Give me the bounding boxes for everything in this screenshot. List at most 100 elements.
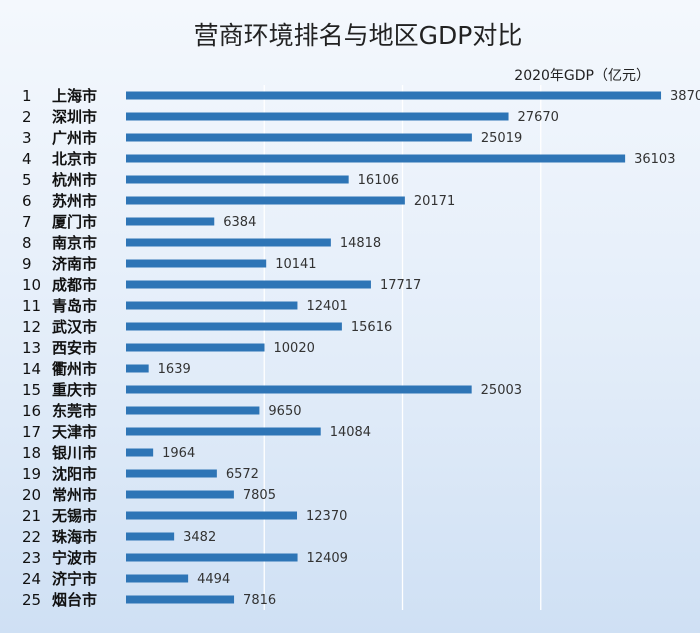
- category-label: 上海市: [52, 87, 97, 105]
- bar-row: 18 银川市 1964: [22, 444, 195, 462]
- bar-row: 10 成都市 17717: [22, 276, 421, 294]
- bar-row: 5 杭州市 16106: [22, 171, 399, 189]
- bars: 1 上海市 38701 2 深圳市 27670 3 广州市 25019 4 北京市 36103 5 杭州市…: [22, 87, 700, 609]
- data-label: 25019: [481, 131, 522, 146]
- data-label: 10141: [275, 257, 316, 272]
- category-label: 银川市: [52, 444, 97, 462]
- bar-row: 9 济南市 10141: [22, 255, 317, 273]
- bar: [126, 469, 217, 478]
- category-label: 东莞市: [52, 402, 97, 420]
- bar: [126, 280, 371, 289]
- category-label: 广州市: [52, 129, 97, 147]
- bar: [126, 133, 472, 142]
- rank-label: 10: [22, 276, 41, 294]
- category-label: 常州市: [52, 486, 97, 504]
- bar-row: 16 东莞市 9650: [22, 402, 302, 420]
- category-label: 深圳市: [52, 108, 97, 126]
- bar-row: 19 沈阳市 6572: [22, 465, 259, 483]
- category-label: 衢州市: [52, 360, 97, 378]
- data-label: 12409: [307, 551, 348, 566]
- data-label: 4494: [197, 572, 230, 587]
- bar-row: 17 天津市 14084: [22, 423, 371, 441]
- category-label: 北京市: [52, 150, 97, 168]
- bar: [126, 343, 265, 352]
- category-label: 厦门市: [52, 213, 97, 231]
- bar-row: 15 重庆市 25003: [22, 381, 522, 399]
- data-label: 17717: [380, 278, 421, 293]
- data-label: 9650: [268, 404, 301, 419]
- bar: [126, 112, 509, 121]
- bar: [126, 154, 626, 163]
- bar-row: 21 无锡市 12370: [22, 507, 347, 525]
- rank-label: 1: [22, 87, 32, 105]
- data-label: 6384: [223, 215, 256, 230]
- data-label: 10020: [274, 341, 315, 356]
- category-label: 济南市: [52, 255, 97, 273]
- bar: [126, 448, 154, 457]
- bar: [126, 406, 260, 415]
- category-label: 无锡市: [51, 507, 97, 525]
- bar-row: 20 常州市 7805: [22, 486, 276, 504]
- category-label: 宁波市: [52, 549, 97, 567]
- bar: [126, 259, 267, 268]
- bar-row: 24 济宁市 4494: [22, 570, 230, 588]
- category-label: 天津市: [52, 423, 97, 441]
- rank-label: 21: [22, 507, 41, 525]
- bar: [126, 217, 215, 226]
- bar-row: 3 广州市 25019: [22, 129, 522, 147]
- bar: [126, 301, 298, 310]
- data-label: 15616: [351, 320, 392, 335]
- bar: [126, 175, 349, 184]
- bar-row: 11 青岛市 12401: [22, 297, 348, 315]
- rank-label: 15: [22, 381, 41, 399]
- rank-label: 19: [22, 465, 41, 483]
- category-label: 济宁市: [52, 570, 97, 588]
- category-label: 珠海市: [52, 528, 97, 546]
- bar: [126, 532, 175, 541]
- rank-label: 7: [22, 213, 32, 231]
- bar-row: 6 苏州市 20171: [22, 192, 455, 210]
- category-label: 西安市: [52, 339, 97, 357]
- data-label: 25003: [481, 383, 522, 398]
- rank-label: 5: [22, 171, 32, 189]
- category-label: 杭州市: [52, 171, 97, 189]
- data-label: 20171: [414, 194, 455, 209]
- bar-row: 13 西安市 10020: [22, 339, 315, 357]
- rank-label: 8: [22, 234, 32, 252]
- rank-label: 9: [22, 255, 32, 273]
- bar-row: 8 南京市 14818: [22, 234, 381, 252]
- unit-label: 2020年GDP（亿元）: [514, 68, 650, 84]
- data-label: 1964: [162, 446, 195, 461]
- data-label: 27670: [518, 110, 559, 125]
- bar-row: 23 宁波市 12409: [22, 549, 348, 567]
- data-label: 16106: [358, 173, 399, 188]
- rank-label: 17: [22, 423, 41, 441]
- data-label: 12401: [306, 299, 347, 314]
- bar: [126, 385, 472, 394]
- data-label: 36103: [634, 152, 675, 167]
- rank-label: 12: [22, 318, 41, 336]
- bar: [126, 574, 189, 583]
- rank-label: 18: [22, 444, 41, 462]
- rank-label: 11: [22, 297, 41, 315]
- bar-row: 2 深圳市 27670: [22, 108, 559, 126]
- bar: [126, 490, 234, 499]
- rank-label: 20: [22, 486, 41, 504]
- bar-row: 7 厦门市 6384: [22, 213, 256, 231]
- category-label: 武汉市: [52, 318, 97, 336]
- bar: [126, 511, 298, 520]
- bar: [126, 91, 662, 100]
- data-label: 14818: [340, 236, 381, 251]
- bar: [126, 238, 331, 247]
- bar-row: 14 衢州市 1639: [22, 360, 191, 378]
- data-label: 12370: [306, 509, 347, 524]
- bar: [126, 553, 298, 562]
- rank-label: 23: [22, 549, 41, 567]
- rank-label: 4: [22, 150, 32, 168]
- bar: [126, 322, 342, 331]
- category-label: 苏州市: [52, 192, 97, 210]
- rank-label: 25: [22, 591, 41, 609]
- bar-row: 1 上海市 38701: [22, 87, 700, 105]
